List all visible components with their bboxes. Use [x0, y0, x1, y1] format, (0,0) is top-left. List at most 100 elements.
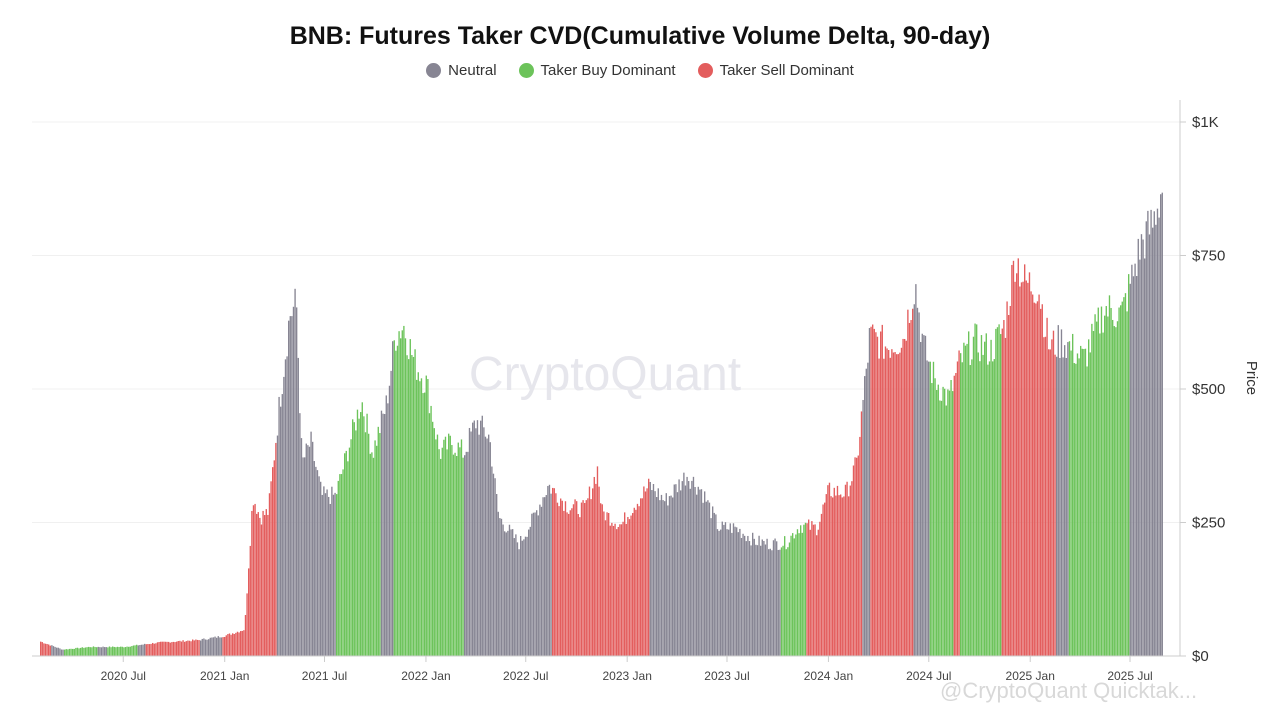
price-bar	[1120, 305, 1122, 656]
price-bar	[332, 494, 335, 656]
price-bar	[788, 542, 791, 656]
price-bar	[339, 474, 341, 656]
price-bar	[569, 510, 571, 656]
y-tick-label: $1K	[1192, 114, 1219, 131]
price-bar	[430, 405, 432, 656]
price-bar	[1062, 357, 1064, 656]
price-bar	[387, 403, 389, 656]
price-bar	[784, 536, 786, 656]
price-bar	[152, 642, 154, 656]
price-bar	[601, 504, 603, 656]
price-bar	[462, 457, 464, 656]
price-bar	[700, 489, 703, 656]
price-bar	[716, 529, 719, 656]
price-bar	[392, 341, 394, 656]
price-bar	[486, 438, 488, 656]
price-bar	[1064, 345, 1066, 656]
price-bar	[348, 447, 351, 656]
price-bar	[1112, 319, 1114, 656]
price-bar	[396, 345, 399, 656]
price-bar	[982, 354, 984, 656]
price-bar	[576, 501, 578, 656]
price-bar	[401, 330, 403, 656]
legend-item-neutral[interactable]: Neutral	[426, 62, 497, 79]
price-bar	[984, 341, 986, 656]
price-bar	[600, 503, 602, 656]
price-bar	[856, 457, 858, 656]
price-bar	[627, 516, 629, 656]
price-bar	[452, 454, 455, 656]
price-bar	[1083, 348, 1085, 656]
legend-item-taker-buy[interactable]: Taker Buy Dominant	[518, 62, 676, 79]
price-bar	[548, 484, 551, 656]
price-bar	[163, 641, 165, 656]
price-bar	[67, 649, 69, 656]
price-bar	[86, 647, 88, 656]
price-bar	[227, 634, 229, 656]
price-bar	[161, 641, 163, 656]
price-bar	[782, 545, 784, 656]
price-bar	[793, 538, 795, 656]
price-bar	[329, 503, 331, 656]
price-bar	[1012, 260, 1015, 656]
price-bar	[96, 647, 98, 656]
price-bar	[934, 378, 936, 656]
price-bar	[238, 632, 240, 656]
price-bar	[492, 473, 495, 656]
price-bar	[572, 504, 575, 656]
price-bar	[211, 637, 213, 656]
price-bar	[1153, 211, 1155, 656]
price-bar	[520, 536, 522, 656]
price-bar	[188, 640, 191, 656]
price-bar	[772, 540, 775, 656]
price-bar	[148, 644, 151, 656]
price-bar	[592, 488, 594, 656]
price-bar	[44, 643, 47, 656]
price-bar	[681, 481, 683, 656]
price-bar	[1019, 286, 1021, 656]
price-bar	[112, 646, 114, 656]
price-bar	[992, 361, 994, 656]
price-bar	[468, 427, 471, 656]
price-bar	[270, 481, 272, 656]
price-bar	[609, 525, 611, 656]
price-bar	[1011, 264, 1013, 656]
price-bar	[760, 545, 762, 656]
price-bar	[137, 645, 139, 656]
price-bar	[705, 501, 707, 656]
price-bar	[208, 639, 210, 656]
x-tick-label: 2023 Jul	[704, 669, 749, 683]
price-bar	[1043, 337, 1045, 656]
price-bar	[432, 421, 434, 656]
price-bar	[145, 644, 147, 656]
price-bar	[46, 643, 48, 656]
price-bar	[648, 478, 650, 656]
price-bar	[475, 428, 477, 656]
price-bar	[542, 497, 544, 656]
price-bar	[100, 647, 103, 656]
price-bar	[918, 312, 920, 656]
price-bar	[580, 502, 583, 656]
price-bar	[1118, 307, 1120, 656]
price-bar	[318, 476, 320, 656]
price-bar	[414, 349, 416, 656]
price-bar	[838, 495, 840, 656]
price-bar	[868, 328, 871, 656]
price-bar	[120, 646, 122, 656]
price-bar	[736, 527, 738, 656]
price-bar	[590, 499, 592, 656]
x-tick-label: 2023 Jan	[602, 669, 651, 683]
price-bar	[987, 364, 989, 656]
price-bar	[944, 388, 946, 656]
price-bar	[764, 544, 767, 656]
price-bar	[995, 328, 997, 656]
legend-item-taker-sell[interactable]: Taker Sell Dominant	[697, 62, 854, 79]
price-bar	[92, 646, 95, 656]
price-bar	[1024, 264, 1026, 656]
price-bar	[870, 326, 872, 656]
price-bar	[283, 376, 285, 656]
price-bar	[662, 500, 664, 656]
price-bar	[385, 395, 387, 656]
price-bar	[1084, 348, 1087, 656]
price-bar	[664, 501, 666, 656]
